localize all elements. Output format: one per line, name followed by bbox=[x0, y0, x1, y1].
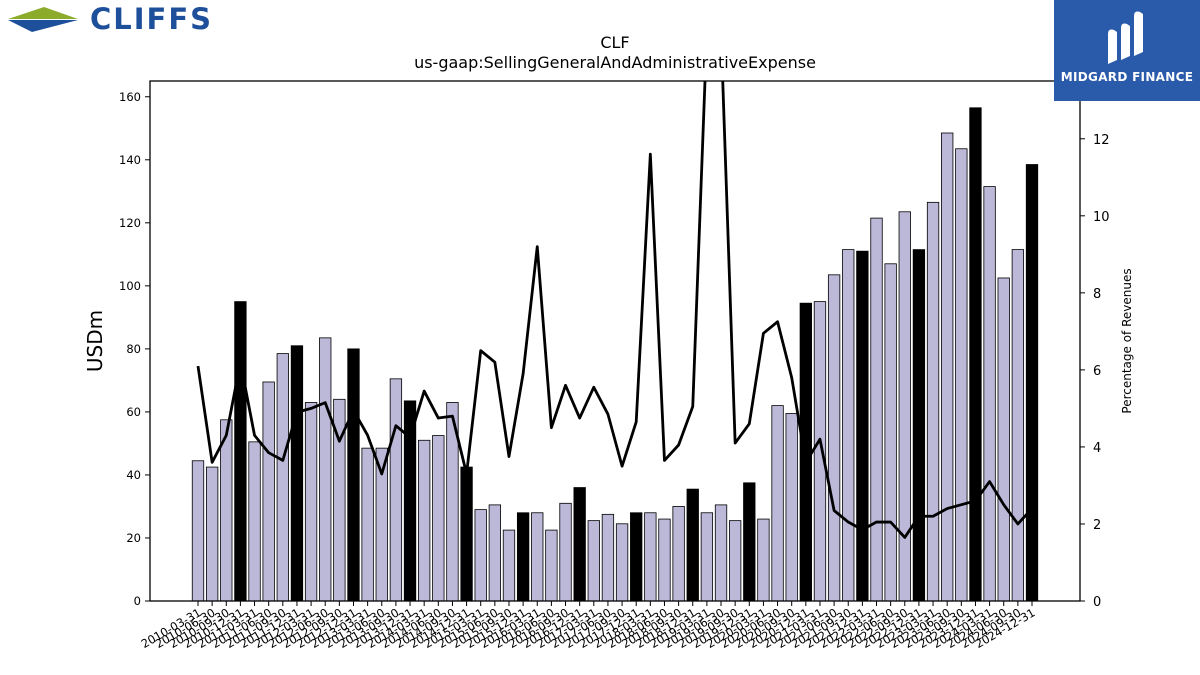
bar bbox=[644, 512, 657, 602]
y2-tick-label: 2 bbox=[1093, 518, 1101, 533]
y2-tick-label: 10 bbox=[1093, 210, 1110, 225]
bar bbox=[559, 502, 572, 602]
y-tick-label: 20 bbox=[126, 531, 141, 545]
bar bbox=[630, 512, 643, 602]
bar bbox=[347, 348, 360, 602]
midgard-finance-badge: MIDGARD FINANCE bbox=[1054, 0, 1200, 101]
y-tick-label: 80 bbox=[126, 342, 141, 356]
bar bbox=[615, 523, 629, 602]
bar bbox=[856, 250, 869, 602]
bar bbox=[941, 132, 954, 602]
bar bbox=[658, 518, 671, 602]
percentage-line bbox=[196, 81, 1034, 539]
bar bbox=[389, 378, 403, 602]
y-tick-label: 120 bbox=[119, 216, 141, 230]
y2-tick-label: 8 bbox=[1093, 287, 1101, 302]
bar bbox=[729, 520, 742, 602]
bar bbox=[220, 419, 233, 602]
chart-subtitle: us-gaap:SellingGeneralAndAdministrativeE… bbox=[414, 53, 816, 72]
bar bbox=[700, 512, 714, 602]
chart-title: CLF bbox=[600, 33, 630, 52]
axes: 0 20 40 60 80 100 120 140 160 0 2 4 6 8 10 12 USDm Percen… bbox=[83, 80, 1134, 610]
y2-axis-label: Percentage of Revenues bbox=[1120, 268, 1134, 413]
bar bbox=[714, 504, 728, 602]
bar bbox=[304, 402, 318, 602]
y-tick-label: 60 bbox=[126, 405, 141, 419]
y2-tick-label: 12 bbox=[1093, 133, 1110, 148]
bar bbox=[1011, 249, 1025, 602]
x-axis-ticks: 2010-03-312010-06-302010-09-302010-12-31… bbox=[139, 601, 1038, 651]
bar bbox=[587, 520, 600, 602]
bar bbox=[799, 302, 812, 602]
bar bbox=[757, 518, 770, 602]
bar bbox=[842, 249, 855, 602]
bar bbox=[743, 482, 756, 602]
bar bbox=[827, 274, 841, 602]
bar bbox=[672, 506, 685, 602]
bar bbox=[418, 439, 431, 602]
bar bbox=[686, 488, 699, 602]
bar bbox=[460, 466, 473, 602]
bar bbox=[403, 400, 417, 602]
midgard-logo-icon bbox=[1108, 11, 1143, 64]
bar bbox=[276, 353, 289, 602]
bar bbox=[870, 217, 883, 602]
bar bbox=[234, 301, 247, 602]
bar bbox=[361, 447, 374, 602]
y-tick-label: 160 bbox=[119, 90, 141, 104]
bar bbox=[262, 381, 275, 602]
bar bbox=[997, 277, 1010, 602]
bar-series bbox=[191, 107, 1039, 602]
y2-tick-label: 4 bbox=[1093, 441, 1101, 456]
bar bbox=[771, 405, 784, 602]
company-logo: CLIFFS bbox=[8, 2, 213, 36]
bar bbox=[983, 186, 996, 602]
bar bbox=[319, 337, 332, 602]
bar bbox=[474, 509, 487, 602]
bar bbox=[898, 211, 911, 602]
bar bbox=[248, 441, 261, 602]
company-logo-text: CLIFFS bbox=[90, 2, 214, 36]
bar bbox=[191, 460, 205, 602]
bar bbox=[573, 487, 586, 602]
bar bbox=[516, 512, 530, 602]
bar bbox=[545, 529, 558, 602]
bar bbox=[205, 466, 219, 602]
bar bbox=[813, 301, 827, 602]
bar bbox=[488, 504, 502, 602]
bar bbox=[912, 249, 926, 602]
bar bbox=[785, 413, 798, 602]
bar bbox=[1025, 164, 1039, 602]
cliffs-logo-icon bbox=[8, 7, 78, 32]
badge-text: MIDGARD FINANCE bbox=[1060, 70, 1194, 84]
bar bbox=[290, 345, 304, 602]
bar bbox=[601, 513, 615, 602]
y-tick-label: 0 bbox=[134, 594, 141, 608]
plot-frame bbox=[149, 80, 1081, 602]
y-axis-label: USDm bbox=[83, 310, 107, 372]
y-tick-label: 40 bbox=[126, 468, 141, 482]
bar bbox=[884, 263, 897, 602]
bar bbox=[969, 107, 982, 602]
bar bbox=[502, 529, 516, 602]
bar bbox=[432, 435, 445, 602]
y2-tick-label: 0 bbox=[1093, 595, 1101, 610]
y-tick-label: 140 bbox=[119, 153, 141, 167]
y2-tick-label: 6 bbox=[1093, 364, 1101, 379]
y-tick-label: 100 bbox=[119, 279, 141, 293]
bar bbox=[926, 201, 940, 602]
bar bbox=[531, 512, 544, 602]
bar bbox=[955, 148, 968, 602]
line-series bbox=[196, 81, 1034, 539]
